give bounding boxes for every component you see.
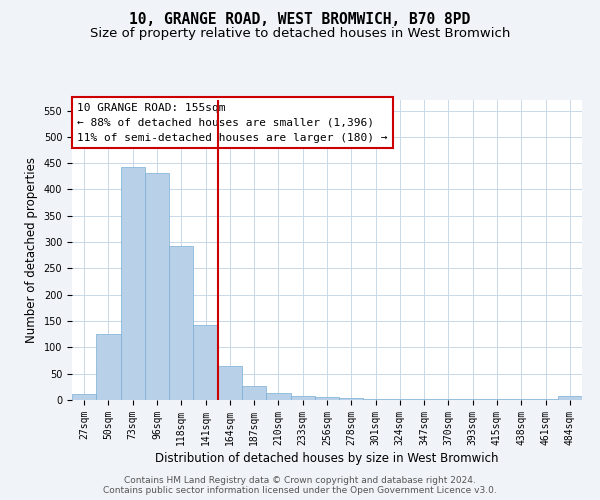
Bar — [388, 399, 412, 400]
Bar — [169, 246, 193, 400]
Y-axis label: Number of detached properties: Number of detached properties — [25, 157, 38, 343]
Text: Size of property relative to detached houses in West Bromwich: Size of property relative to detached ho… — [90, 28, 510, 40]
Bar — [121, 167, 145, 400]
Bar — [509, 399, 533, 400]
Bar — [218, 366, 242, 400]
Bar — [266, 393, 290, 400]
Bar — [96, 334, 121, 400]
Bar — [364, 399, 388, 400]
Bar — [193, 326, 218, 400]
Bar — [242, 386, 266, 400]
Text: 10, GRANGE ROAD, WEST BROMWICH, B70 8PD: 10, GRANGE ROAD, WEST BROMWICH, B70 8PD — [130, 12, 470, 28]
Bar — [315, 398, 339, 400]
Bar — [558, 396, 582, 400]
Text: Contains HM Land Registry data © Crown copyright and database right 2024.
Contai: Contains HM Land Registry data © Crown c… — [103, 476, 497, 495]
Bar — [72, 394, 96, 400]
X-axis label: Distribution of detached houses by size in West Bromwich: Distribution of detached houses by size … — [155, 452, 499, 465]
Bar — [290, 396, 315, 400]
Text: 10 GRANGE ROAD: 155sqm
← 88% of detached houses are smaller (1,396)
11% of semi-: 10 GRANGE ROAD: 155sqm ← 88% of detached… — [77, 103, 388, 142]
Bar — [436, 399, 461, 400]
Bar — [339, 398, 364, 400]
Bar — [145, 172, 169, 400]
Bar — [412, 399, 436, 400]
